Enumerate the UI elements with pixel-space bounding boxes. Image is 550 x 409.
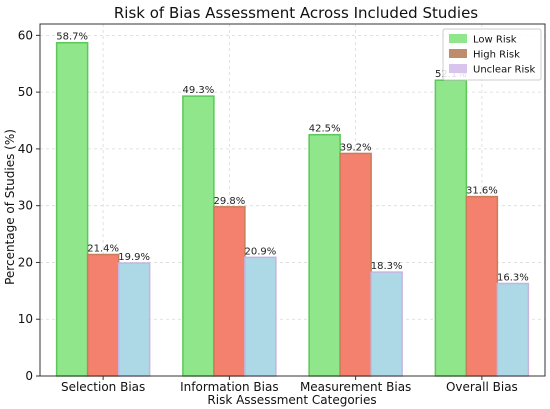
bar — [308, 133, 341, 377]
y-tick-label: 30 — [18, 199, 33, 213]
chart-title: Risk of Bias Assessment Across Included … — [114, 4, 478, 22]
bar — [55, 41, 89, 377]
legend-box — [442, 28, 542, 81]
bar — [244, 256, 277, 377]
legend-label: Unclear Risk — [473, 65, 535, 76]
bar — [465, 195, 499, 377]
data-label: 19.9% — [118, 252, 150, 263]
bar — [86, 253, 120, 377]
x-tick-label: Overall Bias — [446, 380, 518, 394]
y-axis-label: Percentage of Studies (%) — [3, 129, 17, 285]
y-tick-label: 10 — [18, 312, 33, 326]
bar — [339, 152, 372, 377]
bar — [182, 95, 215, 377]
data-label: 49.3% — [182, 85, 214, 96]
data-label: 31.6% — [466, 186, 498, 197]
x-tick-label: Measurement Bias — [300, 380, 411, 394]
data-label: 20.9% — [244, 246, 276, 257]
data-label: 21.4% — [87, 244, 119, 255]
axes — [36, 23, 546, 380]
bar — [117, 262, 151, 377]
y-tick-label: 0 — [25, 369, 33, 383]
y-tick-label: 40 — [18, 142, 33, 156]
legend-swatch — [449, 64, 467, 73]
y-tick-label: 50 — [18, 85, 33, 99]
plot-frame — [39, 23, 546, 377]
legend: Low Risk High Risk Unclear Risk — [442, 28, 542, 81]
legend-label: Low Risk — [473, 35, 517, 46]
data-label: 16.3% — [497, 272, 529, 283]
y-tick-label: 20 — [18, 255, 33, 269]
data-label: 58.7% — [56, 32, 88, 43]
bar — [213, 206, 246, 377]
legend-swatch — [449, 49, 467, 58]
x-tick-label: Information Bias — [180, 380, 278, 394]
legend-swatch — [449, 34, 467, 43]
bar — [496, 282, 530, 377]
x-tick-labels: Selection Bias Information Bias Measuremen… — [61, 380, 518, 394]
y-tick-labels: 0 10 20 30 40 50 60 — [18, 28, 33, 383]
bars — [55, 41, 530, 377]
x-tick-label: Selection Bias — [61, 380, 145, 394]
data-label: 29.8% — [213, 196, 245, 207]
data-label: 39.2% — [340, 142, 372, 153]
legend-label: High Risk — [473, 50, 520, 61]
data-label: 42.5% — [309, 124, 341, 135]
bar — [434, 79, 468, 377]
data-label: 18.3% — [371, 261, 403, 272]
x-axis-label: Risk Assessment Categories — [207, 393, 376, 407]
y-tick-label: 60 — [18, 28, 33, 42]
bar — [370, 271, 403, 377]
